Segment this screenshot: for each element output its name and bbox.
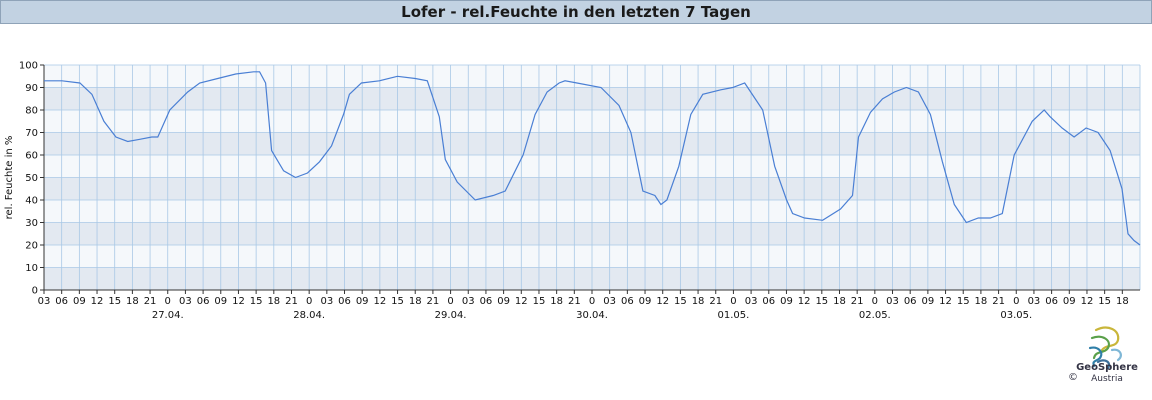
x-tick-label: 09 [780,296,793,307]
x-tick-label: 12 [232,296,245,307]
x-tick-label: 09 [356,296,369,307]
date-label: 28.04. [293,310,325,321]
humidity-series-line [44,71,1141,246]
x-tick-label: 03 [603,296,616,307]
x-tick-label: 18 [833,296,846,307]
y-axis-label: rel. Feuchte in % [4,136,15,220]
x-tick-label: 0 [730,296,736,307]
chart-title: Lofer - rel.Feuchte in den letzten 7 Tag… [401,3,751,21]
geosphere-logo-icon [1088,326,1122,370]
x-tick-label: 06 [197,296,210,307]
y-tick-label: 0 [32,286,38,297]
y-tick-label: 30 [25,218,38,229]
x-tick-label: 09 [1063,296,1076,307]
x-tick-label: 18 [975,296,988,307]
x-tick-label: 09 [73,296,86,307]
x-tick-label: 18 [550,296,563,307]
x-tick-label: 21 [568,296,581,307]
date-label: 29.04. [435,310,467,321]
x-tick-label: 12 [798,296,811,307]
x-tick-label: 0 [589,296,595,307]
x-tick-label: 12 [1081,296,1094,307]
logo-name: GeoSphere [1076,362,1138,373]
x-tick-label: 18 [692,296,705,307]
x-tick-label: 15 [250,296,263,307]
y-tick-label: 20 [25,241,38,252]
y-tick-label: 90 [25,83,38,94]
x-tick-label: 06 [480,296,493,307]
copyright-symbol: © [1068,372,1078,383]
x-tick-label: 18 [267,296,280,307]
x-tick-label: 06 [55,296,68,307]
x-tick-label: 21 [709,296,722,307]
y-tick-label: 60 [25,151,38,162]
date-label: 03.05. [1000,310,1032,321]
x-tick-label: 0 [872,296,878,307]
x-tick-label: 12 [656,296,669,307]
x-tick-label: 0 [1013,296,1019,307]
x-tick-label: 18 [409,296,422,307]
date-label: 02.05. [859,310,891,321]
x-tick-label: 21 [144,296,157,307]
x-tick-label: 09 [922,296,935,307]
x-tick-label: 06 [338,296,351,307]
x-tick-label: 18 [1116,296,1129,307]
x-tick-label: 12 [515,296,528,307]
y-tick-label: 80 [25,106,38,117]
x-tick-label: 15 [674,296,687,307]
x-tick-label: 06 [621,296,634,307]
x-tick-label: 03 [462,296,475,307]
x-tick-label: 09 [639,296,652,307]
date-label: 01.05. [718,310,750,321]
x-tick-label: 15 [815,296,828,307]
date-label: 30.04. [576,310,608,321]
y-tick-label: 40 [25,196,38,207]
x-tick-label: 15 [957,296,970,307]
x-tick-label: 03 [179,296,192,307]
y-tick-label: 100 [19,61,38,72]
x-tick-label: 12 [374,296,387,307]
x-tick-label: 21 [285,296,298,307]
x-tick-label: 03 [38,296,51,307]
x-tick-label: 06 [1045,296,1058,307]
x-tick-label: 12 [91,296,104,307]
y-tick-label: 10 [25,263,38,274]
x-tick-label: 0 [306,296,312,307]
x-tick-label: 15 [533,296,546,307]
logo-subtitle: Austria [1091,374,1123,384]
x-tick-label: 03 [1028,296,1041,307]
x-tick-label: 21 [427,296,440,307]
x-tick-label: 0 [165,296,171,307]
x-tick-label: 0 [447,296,453,307]
x-tick-label: 12 [939,296,952,307]
y-tick-label: 50 [25,173,38,184]
x-tick-label: 03 [886,296,899,307]
x-tick-label: 18 [126,296,139,307]
x-tick-label: 15 [391,296,404,307]
x-tick-label: 09 [497,296,510,307]
x-tick-label: 06 [904,296,917,307]
x-tick-label: 06 [762,296,775,307]
y-tick-label: 70 [25,128,38,139]
x-tick-label: 09 [214,296,227,307]
x-tick-label: 03 [745,296,758,307]
x-tick-label: 03 [320,296,333,307]
x-tick-label: 15 [1098,296,1111,307]
x-tick-label: 21 [992,296,1005,307]
chart-title-bar: Lofer - rel.Feuchte in den letzten 7 Tag… [0,0,1152,24]
x-tick-label: 15 [108,296,121,307]
date-label: 27.04. [152,310,184,321]
x-tick-label: 21 [851,296,864,307]
